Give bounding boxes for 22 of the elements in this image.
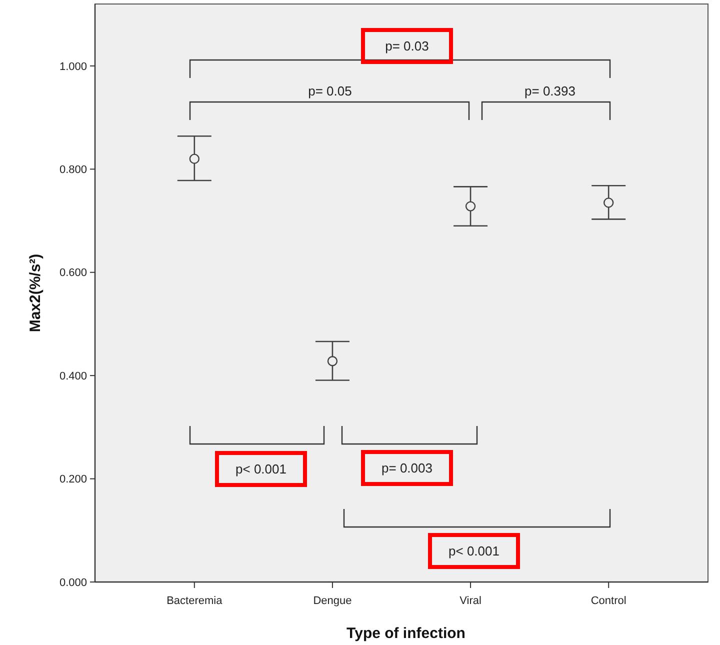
x-tick-label: Control	[590, 595, 626, 607]
x-axis-title: Type of infection	[346, 625, 466, 642]
point	[189, 154, 200, 164]
annotation: p= 0.03	[385, 38, 429, 54]
y-tick-label: 0.400	[59, 370, 87, 382]
annotation: p= 0.05	[308, 84, 352, 99]
x-tick-label: Bacteremia	[166, 595, 224, 607]
annotation: p< 0.001	[236, 462, 286, 477]
y-tick-label: 0.200	[59, 474, 87, 486]
x-tick-label: Dengue	[313, 595, 352, 607]
y-tick-label: 0.800	[59, 164, 87, 176]
annotation: p< 0.001	[448, 544, 500, 559]
point	[603, 198, 614, 208]
y-tick-label: 0.600	[59, 267, 87, 280]
x-tick-label: Viral	[460, 595, 482, 607]
y-tick-label: 0.000	[59, 576, 87, 589]
annotation: p= 0.003	[382, 460, 432, 476]
y-axis-title: Max2(%/s²)	[27, 254, 44, 332]
point	[327, 356, 338, 366]
y-tick-label: 1.000	[59, 60, 87, 73]
annotation: p= 0.393	[524, 84, 576, 99]
point	[465, 201, 476, 212]
